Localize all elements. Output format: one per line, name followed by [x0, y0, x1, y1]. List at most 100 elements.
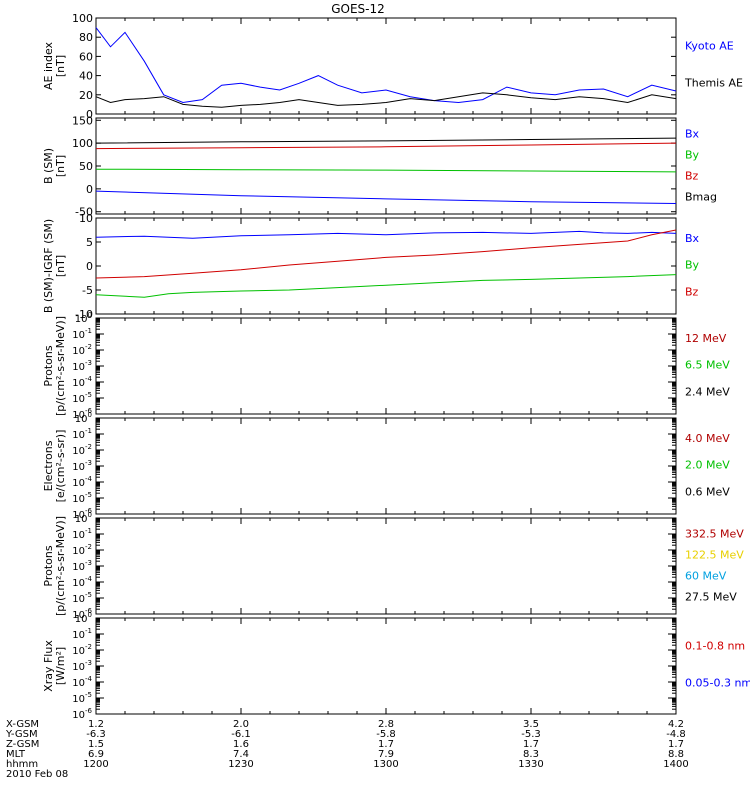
legend-entry: 332.5 MeV	[685, 528, 744, 541]
time-row-value: 8.3	[523, 749, 539, 760]
y-tick-label: 10-3	[72, 359, 92, 373]
time-row-value: 4.2	[668, 719, 684, 730]
panel-frame	[95, 517, 677, 615]
time-row-value: 1400	[663, 759, 688, 770]
time-axis: X-GSM 1.2 2.0 2.8 3.5 4.2 Y-GSM -6.3 -6.1 -5.8 -5.…	[5, 719, 689, 780]
time-row-label: Z-GSM	[6, 739, 39, 750]
y-tick-label: 10-2	[72, 443, 92, 457]
time-row-value: -4.8	[666, 729, 686, 740]
legend-entry: Themis AE	[684, 77, 743, 90]
y-tick-label: 50	[79, 160, 93, 173]
panel-3: -10 -5 0 5 10 B (SM)-IGRF (SM)[nT] Bx By Bz	[42, 212, 700, 321]
time-row-value: 1330	[518, 759, 543, 770]
y-tick-label: 100	[75, 411, 92, 425]
panel-1: 0 20 40 60 80 100 AE index[nT] Kyoto AE Themis A…	[42, 12, 743, 121]
legend-entry: Bx	[685, 232, 700, 245]
y-tick-label: 5	[86, 236, 93, 249]
legend-entry: Bmag	[685, 190, 717, 203]
y-tick-label: 60	[79, 50, 93, 63]
y-tick-label: 10-1	[72, 627, 92, 641]
legend-entry: 6.5 MeV	[685, 359, 730, 372]
time-row-value: 1.2	[88, 719, 104, 730]
y-tick-label: 0	[86, 108, 93, 121]
y-tick-label: 10-4	[72, 675, 92, 689]
y-tick-label: 10-5	[72, 691, 92, 705]
time-row-value: -6.3	[86, 729, 106, 740]
panel-4: 10-610-510-410-310-210-1100Protons[p/(cm…	[42, 311, 730, 421]
legend-entry: 27.5 MeV	[685, 590, 737, 603]
panel-5: 10-610-510-410-310-210-1100Electrons[e/(…	[42, 411, 730, 521]
y-axis-label: Electrons[e/(cm²-s-sr)]	[42, 430, 67, 503]
y-tick-label: 10-3	[72, 659, 92, 673]
legend-entry: Bz	[685, 169, 699, 182]
y-tick-label: 10-2	[72, 643, 92, 657]
y-tick-label: 100	[75, 511, 92, 525]
panel-frame	[95, 417, 677, 515]
y-tick-label: 10-5	[72, 391, 92, 405]
panel-frame	[95, 617, 677, 715]
series-line	[95, 190, 677, 204]
y-tick-label: 0	[86, 260, 93, 273]
y-tick-label: 100	[75, 611, 92, 625]
panel-2: -50 0 50 100 150 B (SM)[nT] Bx By Bz Bmag	[42, 114, 717, 218]
legend-entry: 0.6 MeV	[685, 485, 730, 498]
y-tick-label: 10-3	[72, 559, 92, 573]
y-tick-label: -5	[82, 284, 93, 297]
y-tick-label: 150	[72, 114, 93, 127]
legend-entry: Kyoto AE	[685, 40, 734, 53]
y-tick-label: 10-4	[72, 575, 92, 589]
y-axis-label: Protons[p/(cm²-s-sr-MeV)]	[42, 516, 67, 616]
y-axis-label: B (SM)-IGRF (SM)[nT]	[42, 219, 67, 313]
legend-entry: Bx	[685, 128, 700, 141]
y-tick-label: -50	[75, 206, 93, 219]
time-row-value: 1.7	[378, 739, 394, 750]
time-row-value: 1300	[373, 759, 398, 770]
time-row-value: 1.7	[523, 739, 539, 750]
y-tick-label: 80	[79, 31, 93, 44]
time-row-value: 1200	[83, 759, 108, 770]
time-row-label: X-GSM	[6, 719, 39, 730]
legend-entry: By	[685, 149, 700, 162]
y-tick-label: 10-3	[72, 459, 92, 473]
legend-entry: 2.4 MeV	[685, 385, 730, 398]
legend-entry: 60 MeV	[685, 569, 727, 582]
y-tick-label: 100	[75, 311, 92, 325]
y-tick-label: 0	[86, 183, 93, 196]
time-row-value: 2.0	[233, 719, 249, 730]
chart-title: GOES-12	[331, 2, 385, 16]
legend-entry: 0.05-0.3 nm	[685, 677, 750, 690]
y-axis-label: Xray Flux[W/m²]	[42, 640, 67, 692]
time-row-value: 1.7	[668, 739, 684, 750]
time-row-label: hhmm	[6, 759, 38, 770]
panel-frame	[95, 317, 677, 415]
y-tick-label: 40	[79, 70, 93, 83]
legend-entry: 0.1-0.8 nm	[685, 640, 745, 653]
series-line	[95, 27, 677, 104]
legend-entry: Bz	[685, 285, 699, 298]
time-row-value: 8.8	[668, 749, 684, 760]
y-tick-label: 10-4	[72, 375, 92, 389]
panel-frame	[95, 17, 677, 115]
y-tick-label: -10	[75, 308, 93, 321]
y-tick-label: 10-2	[72, 343, 92, 357]
y-tick-label: 100	[72, 12, 93, 25]
date-label: 2010 Feb 08	[6, 769, 68, 780]
series-line	[95, 168, 677, 173]
time-row-value: -6.1	[231, 729, 251, 740]
time-row-label: Y-GSM	[5, 729, 38, 740]
time-row-value: 1230	[228, 759, 253, 770]
legend-entry: 2.0 MeV	[685, 459, 730, 472]
y-tick-label: 10-1	[72, 527, 92, 541]
y-tick-label: 10-5	[72, 591, 92, 605]
time-row-value: -5.3	[521, 729, 541, 740]
panel-frame	[95, 117, 677, 215]
y-tick-label: 10-1	[72, 427, 92, 441]
time-row-value: 7.4	[233, 749, 249, 760]
legend-entry: 4.0 MeV	[685, 432, 730, 445]
legend-entry: 12 MeV	[685, 332, 727, 345]
y-tick-label: 10-1	[72, 327, 92, 341]
y-tick-label: 100	[72, 137, 93, 150]
y-tick-label: 10	[79, 212, 93, 225]
